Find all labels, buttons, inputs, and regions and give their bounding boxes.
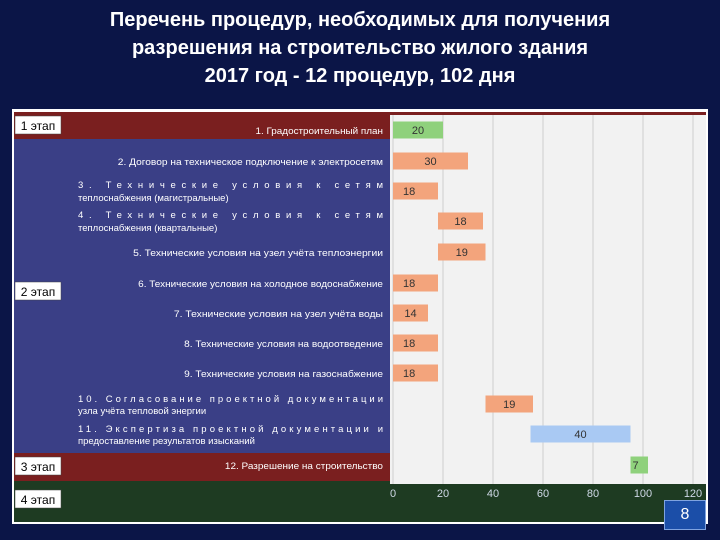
task-label-1: 1. Градостроительный план xyxy=(256,126,384,137)
task-bar-11 xyxy=(530,425,631,443)
task-label-11: 11. Экспертиза проектной документации и xyxy=(78,424,383,435)
stage-label-1: 1 этап xyxy=(21,119,55,133)
task-bar-3 xyxy=(393,182,438,200)
task-bar-4 xyxy=(438,212,483,230)
task-value-label-1: 20 xyxy=(412,125,424,137)
task-label-8: 8. Технические условия на водоотведение xyxy=(184,339,383,350)
task-value-label-3: 18 xyxy=(403,186,415,198)
task-label-10: 10. Согласование проектной документации xyxy=(78,394,383,405)
x-tick-label: 20 xyxy=(437,488,449,500)
stage-label-4: 4 этап xyxy=(21,493,55,507)
task-bar-7 xyxy=(393,304,428,322)
slide-title: Перечень процедур, необходимых для получ… xyxy=(0,6,720,90)
stage-label-2: 2 этап xyxy=(21,285,55,299)
task-bar-8 xyxy=(393,334,438,352)
x-tick-label: 0 xyxy=(390,488,396,500)
task-bar-12 xyxy=(630,456,648,474)
task-label-10-cont: узла учёта тепловой энергии xyxy=(78,406,206,417)
task-label-3-cont: теплоснабжения (магистральные) xyxy=(78,193,229,204)
task-label-11-cont: предоставление результатов изысканий xyxy=(78,436,255,447)
title-line-3: 2017 год - 12 процедур, 102 дня xyxy=(204,65,516,87)
stage-label-box-3 xyxy=(14,456,62,476)
task-bar-10 xyxy=(485,395,533,413)
task-value-label-11: 40 xyxy=(574,429,586,441)
task-label-6: 6. Технические условия на холодное водос… xyxy=(138,279,383,290)
x-tick-label: 40 xyxy=(487,488,499,500)
task-bar-5 xyxy=(438,243,486,261)
task-label-9: 9. Технические условия на газоснабжение xyxy=(184,369,383,380)
task-label-12: 12. Разрешение на строительство xyxy=(225,461,383,472)
title-line-1: Перечень процедур, необходимых для получ… xyxy=(109,9,611,31)
task-label-2: 2. Договор на техническое подключение к … xyxy=(118,157,383,168)
task-label-4-cont: теплоснабжения (квартальные) xyxy=(78,223,217,234)
task-value-label-6: 18 xyxy=(403,278,415,290)
task-value-label-12: 7 xyxy=(632,460,638,472)
stage-label-box-2 xyxy=(14,281,62,301)
task-label-5: 5. Технические условия на узел учёта теп… xyxy=(133,248,383,259)
task-value-label-5: 19 xyxy=(456,247,468,259)
stage-label-box-1 xyxy=(14,115,62,135)
task-value-label-4: 18 xyxy=(454,216,466,228)
x-tick-label: 80 xyxy=(587,488,599,500)
task-bar-9 xyxy=(393,364,438,382)
task-value-label-8: 18 xyxy=(403,338,415,350)
task-value-label-2: 30 xyxy=(424,156,436,168)
stage-label-3: 3 этап xyxy=(21,460,55,474)
task-bar-6 xyxy=(393,274,438,292)
x-tick-label: 120 xyxy=(684,488,702,500)
task-bar-1 xyxy=(393,121,443,139)
task-bar-2 xyxy=(393,152,468,170)
stage-label-box-4 xyxy=(14,489,62,509)
task-value-label-7: 14 xyxy=(404,308,416,320)
title-line-2: разрешения на строительство жилого здани… xyxy=(131,37,589,59)
page-number: 8 xyxy=(664,500,706,530)
x-tick-label: 100 xyxy=(634,488,652,500)
x-tick-label: 60 xyxy=(537,488,549,500)
task-value-label-10: 19 xyxy=(503,399,515,411)
stage-band-4 xyxy=(14,481,706,522)
task-value-label-9: 18 xyxy=(403,368,415,380)
task-label-7: 7. Технические условия на узел учёта вод… xyxy=(174,309,383,320)
